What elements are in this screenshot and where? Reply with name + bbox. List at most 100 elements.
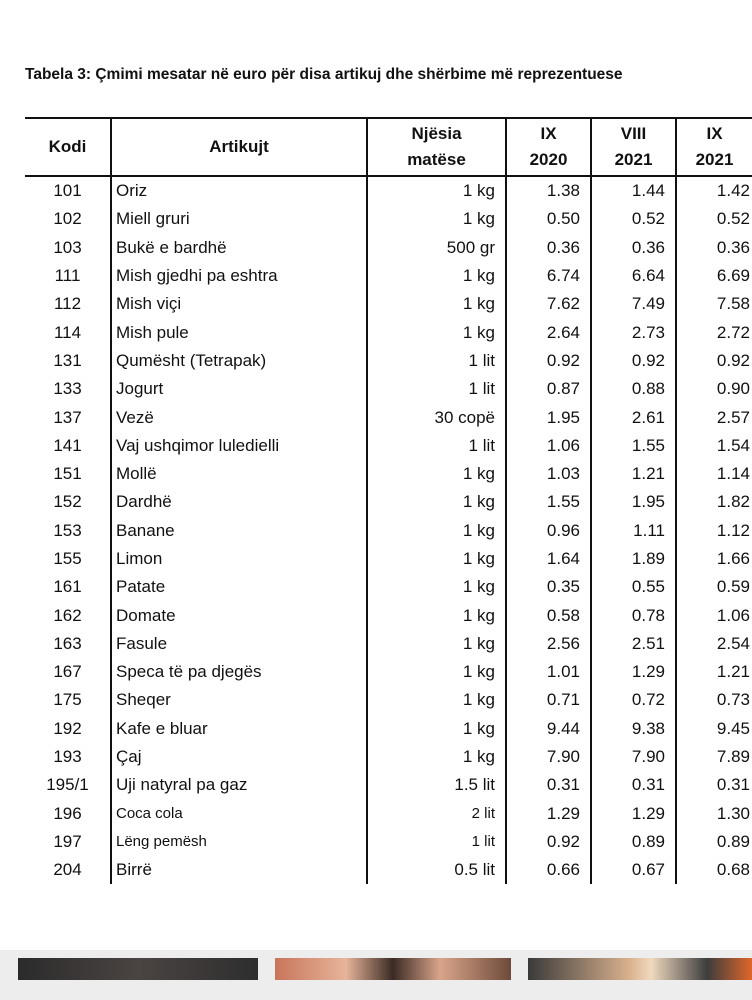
- row-unit: 1 kg: [366, 516, 506, 545]
- row-price-ix-2021: 0.92: [675, 346, 752, 376]
- row-unit: 0.5 lit: [366, 856, 506, 885]
- header-code: Kodi: [25, 117, 111, 177]
- row-price-ix-2021: 2.57: [675, 403, 752, 432]
- header-period-1: IX 2020: [505, 117, 591, 177]
- table-row: 175 Sheqer 1 kg 0.71 0.72 0.73: [25, 686, 752, 715]
- related-images-strip: [0, 950, 752, 1000]
- row-code: 167: [53, 662, 82, 682]
- row-price-ix-2020: 7.62: [505, 290, 591, 319]
- row-unit: 1 lit: [366, 346, 506, 376]
- row-price-viii-2021: 0.78: [590, 601, 676, 630]
- row-price-viii-2021: 1.29: [590, 799, 676, 828]
- row-price-ix-2021: 9.45: [675, 714, 752, 743]
- related-image-thumbnail[interactable]: [18, 958, 258, 980]
- row-unit: 1 kg: [366, 714, 506, 743]
- row-code: 137: [53, 407, 82, 427]
- row-price-ix-2021: 0.90: [675, 375, 752, 404]
- row-price-ix-2021: 6.69: [675, 261, 752, 291]
- row-price-ix-2020: 0.92: [505, 827, 591, 857]
- table-row: 163 Fasule 1 kg 2.56 2.51 2.54: [25, 629, 752, 659]
- row-price-ix-2020: 0.35: [505, 573, 591, 602]
- row-code: 155: [53, 549, 82, 568]
- row-price-ix-2021: 7.58: [675, 290, 752, 319]
- row-price-ix-2021: 1.12: [675, 516, 752, 545]
- row-price-ix-2021: 1.30: [675, 799, 752, 828]
- row-price-viii-2021: 9.38: [590, 714, 676, 743]
- row-price-viii-2021: 1.29: [590, 658, 676, 687]
- table-caption: Tabela 3: Çmimi mesatar në euro për disa…: [25, 66, 623, 83]
- row-price-ix-2020: 1.29: [505, 799, 591, 828]
- row-unit: 500 gr: [366, 233, 506, 262]
- row-item-name: Mollë: [110, 459, 367, 489]
- table-row: 101 Oriz 1 kg 1.38 1.44 1.42: [25, 176, 752, 206]
- row-price-viii-2021: 1.21: [590, 459, 676, 489]
- row-item-name: Dardhë: [110, 488, 367, 517]
- row-unit: 1 kg: [366, 290, 506, 319]
- header-item: Artikujt: [110, 117, 367, 177]
- row-item-name: Fasule: [110, 629, 367, 659]
- row-price-viii-2021: 1.11: [590, 516, 676, 545]
- row-unit: 1 kg: [366, 261, 506, 291]
- table-row: 141 Vaj ushqimor luledielli 1 lit 1.06 1.55 1…: [25, 431, 752, 460]
- table-row: 204 Birrë 0.5 lit 0.66 0.67 0.68: [25, 856, 752, 885]
- row-unit: 1 kg: [366, 573, 506, 602]
- row-price-ix-2021: 0.59: [675, 573, 752, 602]
- row-price-ix-2021: 1.06: [675, 601, 752, 630]
- header-period-3: IX 2021: [675, 117, 752, 177]
- header-unit: Njësia matëse: [366, 117, 506, 177]
- row-unit: 1.5 lit: [366, 771, 506, 800]
- row-price-ix-2020: 1.38: [505, 176, 591, 206]
- table-row: 192 Kafe e bluar 1 kg 9.44 9.38 9.45: [25, 714, 752, 743]
- row-price-ix-2020: 1.64: [505, 544, 591, 574]
- table-row: 155 Limon 1 kg 1.64 1.89 1.66: [25, 544, 752, 574]
- row-price-viii-2021: 0.67: [590, 856, 676, 885]
- table-row: 112 Mish viçi 1 kg 7.62 7.49 7.58: [25, 290, 752, 319]
- row-code: 197: [53, 831, 82, 851]
- row-price-viii-2021: 7.49: [590, 290, 676, 319]
- row-item-name: Mish pule: [110, 318, 367, 347]
- row-code: 175: [53, 690, 82, 710]
- row-item-name: Coca cola: [110, 799, 367, 828]
- row-price-ix-2021: 0.36: [675, 233, 752, 262]
- row-item-name: Speca të pa djegës: [110, 658, 367, 687]
- row-price-viii-2021: 0.36: [590, 233, 676, 262]
- row-price-ix-2021: 1.42: [675, 176, 752, 206]
- row-unit: 1 lit: [366, 375, 506, 404]
- related-image-thumbnail[interactable]: [275, 958, 511, 980]
- header-period-3-month: IX: [706, 124, 723, 143]
- row-price-viii-2021: 7.90: [590, 742, 676, 772]
- table-row: 103 Bukë e bardhë 500 gr 0.36 0.36 0.36: [25, 233, 752, 262]
- row-item-name: Qumësht (Tetrapak): [110, 346, 367, 376]
- table-row: 153 Banane 1 kg 0.96 1.11 1.12: [25, 516, 752, 545]
- row-unit: 2 lit: [366, 799, 506, 828]
- row-price-ix-2020: 0.92: [505, 346, 591, 376]
- row-unit: 1 kg: [366, 601, 506, 630]
- row-price-ix-2021: 1.21: [675, 658, 752, 687]
- related-image-thumbnail[interactable]: [528, 958, 752, 980]
- table-row: 152 Dardhë 1 kg 1.55 1.95 1.82: [25, 488, 752, 517]
- row-price-viii-2021: 6.64: [590, 261, 676, 291]
- row-item-name: Lëng pemësh: [110, 827, 367, 857]
- row-item-name: Vaj ushqimor luledielli: [110, 431, 367, 460]
- row-price-ix-2021: 0.68: [675, 856, 752, 885]
- row-unit: 1 kg: [366, 459, 506, 489]
- header-period-1-month: IX: [540, 124, 557, 143]
- header-unit-line1: Njësia: [411, 124, 462, 143]
- row-price-viii-2021: 1.89: [590, 544, 676, 574]
- row-item-name: Oriz: [110, 176, 367, 206]
- row-price-viii-2021: 0.52: [590, 205, 676, 234]
- row-code: 131: [53, 350, 82, 370]
- row-price-ix-2020: 1.06: [505, 431, 591, 460]
- row-code: 161: [53, 577, 82, 597]
- row-price-viii-2021: 0.88: [590, 375, 676, 404]
- row-item-name: Birrë: [110, 856, 367, 885]
- row-price-ix-2021: 0.52: [675, 205, 752, 234]
- table-row: 114 Mish pule 1 kg 2.64 2.73 2.72: [25, 318, 752, 347]
- row-code: 204: [53, 860, 82, 880]
- row-price-viii-2021: 0.55: [590, 573, 676, 602]
- row-code: 162: [53, 605, 82, 625]
- row-unit: 1 kg: [366, 176, 506, 206]
- row-price-viii-2021: 1.55: [590, 431, 676, 460]
- row-price-viii-2021: 0.92: [590, 346, 676, 376]
- table-row: 193 Çaj 1 kg 7.90 7.90 7.89: [25, 742, 752, 772]
